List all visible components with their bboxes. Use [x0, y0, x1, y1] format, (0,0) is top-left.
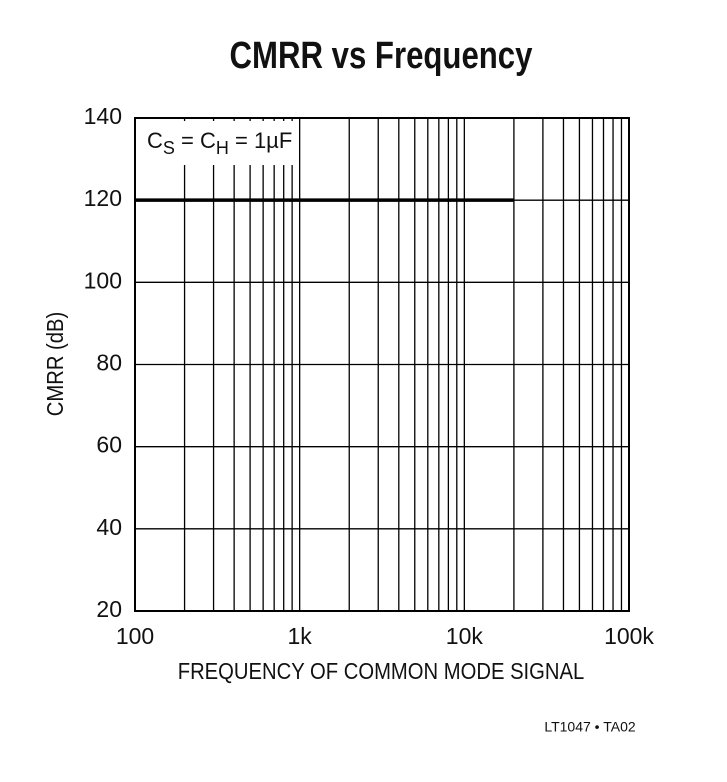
y-tick-label: 60 — [96, 432, 122, 458]
y-tick-label: 80 — [96, 350, 122, 376]
y-tick-label: 40 — [96, 514, 122, 540]
chart-title: CMRR vs Frequency — [230, 35, 534, 77]
x-axis-label: FREQUENCY OF COMMON MODE SIGNAL — [178, 658, 585, 685]
y-tick-label: 20 — [96, 596, 122, 622]
annotation-part: S — [163, 138, 175, 158]
y-tick-label: 100 — [84, 267, 122, 293]
x-tick-label: 100k — [604, 623, 654, 649]
x-tick-label: 10k — [446, 623, 484, 649]
annotation-box — [138, 121, 298, 165]
y-tick-label: 120 — [84, 185, 122, 211]
y-tick-label: 140 — [84, 103, 122, 129]
x-tick-label: 1k — [288, 623, 313, 649]
annotation: CS = CH = 1µF — [147, 128, 292, 158]
annotation-part: H — [216, 138, 229, 158]
annotation-part: C — [147, 128, 163, 153]
footer: LT1047 • TA02 — [544, 719, 636, 735]
annotation-part: = C — [175, 128, 216, 153]
plot-frame — [134, 117, 630, 612]
annotation-part: = 1µF — [229, 128, 292, 153]
y-axis-label: CMRR (dB) — [42, 312, 69, 417]
x-tick-label: 100 — [116, 623, 154, 649]
